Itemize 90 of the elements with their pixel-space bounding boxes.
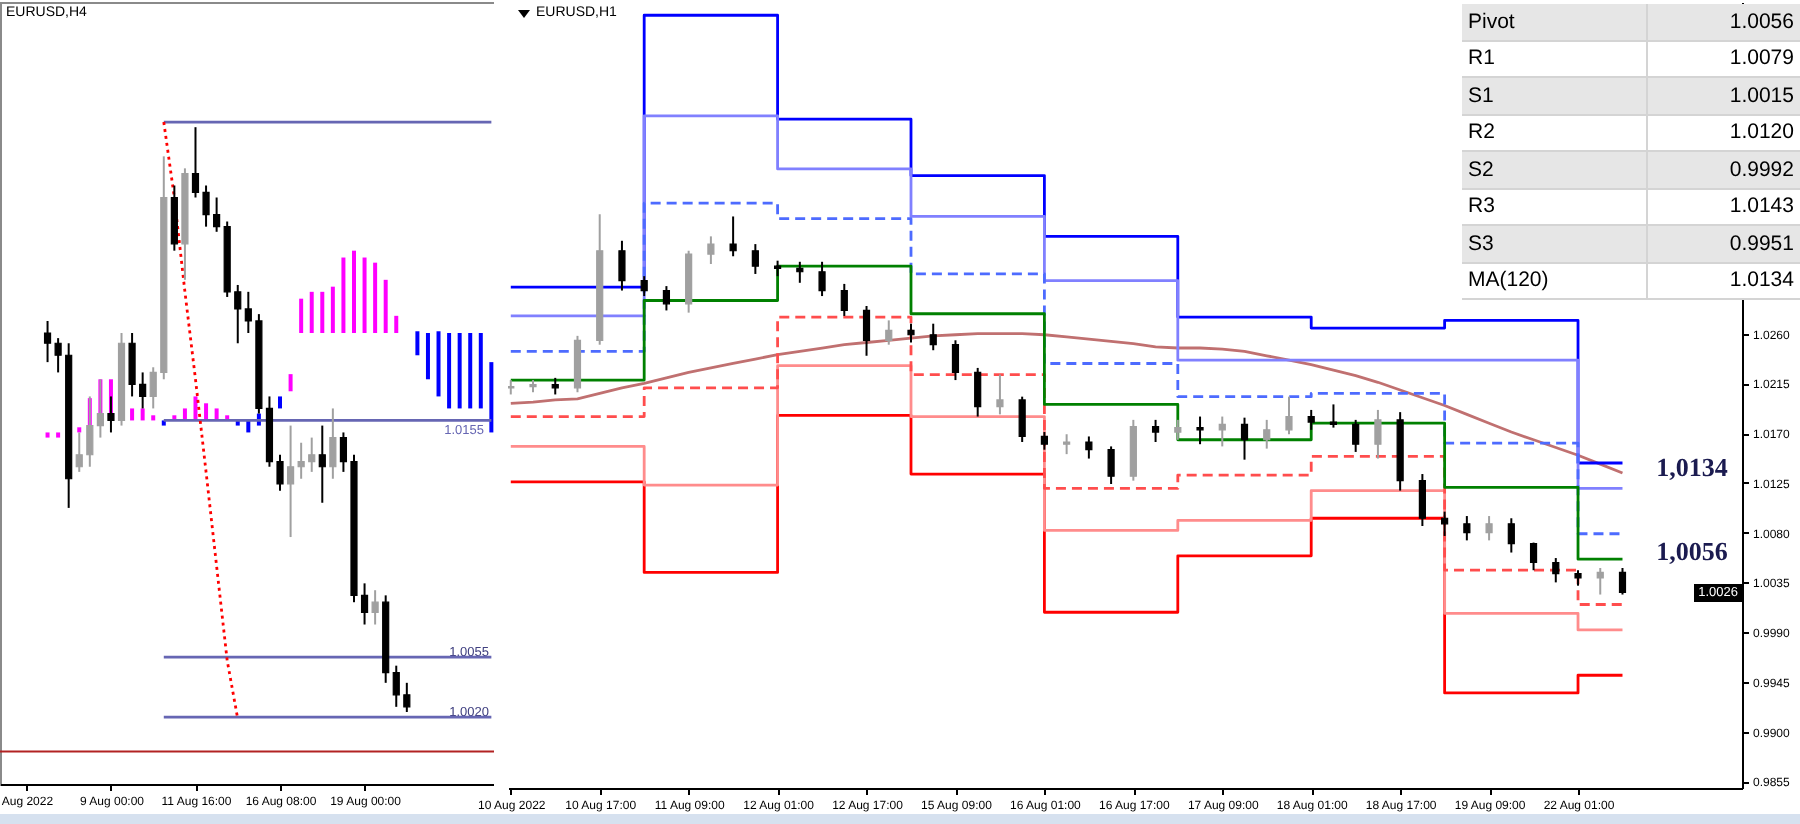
candlestick <box>170 184 178 252</box>
text: 1,0134 <box>1656 452 1728 482</box>
candlestick <box>1596 567 1604 596</box>
category-label: R3 <box>1462 188 1648 225</box>
candlestick <box>1463 515 1471 542</box>
candlestick <box>1285 395 1293 436</box>
candlestick <box>318 424 326 504</box>
bar <box>341 257 346 333</box>
candlestick <box>1418 473 1426 527</box>
candlestick <box>1107 445 1115 485</box>
data-label: 0.9992 <box>1647 151 1800 188</box>
candlestick <box>371 589 379 626</box>
candlestick <box>751 243 759 275</box>
text: 1,0056 <box>1656 536 1728 566</box>
candlestick <box>818 260 826 298</box>
bar <box>77 427 82 433</box>
data-label: 1.0134 <box>1647 262 1800 299</box>
bar <box>193 396 198 421</box>
bar <box>436 331 441 397</box>
category-label: S2 <box>1462 151 1648 188</box>
candlestick <box>929 322 937 352</box>
candlestick <box>862 305 871 357</box>
bar <box>394 315 399 333</box>
candlestick <box>1018 395 1026 443</box>
category-label: R1 <box>1462 40 1648 77</box>
candlestick <box>707 235 715 265</box>
bar <box>309 291 314 333</box>
candlestick <box>1307 408 1315 431</box>
candlestick <box>573 334 582 394</box>
candlestick <box>286 424 295 539</box>
bar <box>457 332 462 409</box>
data-label: 1.0079 <box>1647 40 1800 77</box>
category-label: MA(120) <box>1462 262 1648 299</box>
bar <box>45 432 50 438</box>
candlestick <box>1329 403 1338 429</box>
bar <box>373 262 378 333</box>
category-label: R2 <box>1462 114 1648 151</box>
candlestick <box>996 373 1004 416</box>
bar <box>478 332 483 409</box>
category-label: S1 <box>1462 77 1648 114</box>
bar <box>140 408 145 421</box>
candlestick <box>1485 515 1493 542</box>
candlestick <box>640 275 648 298</box>
bar <box>56 432 61 438</box>
candlestick <box>1151 418 1160 443</box>
bar <box>489 362 494 433</box>
candlestick <box>618 239 626 292</box>
bar <box>320 291 325 333</box>
bar <box>288 374 293 392</box>
data-label: 1.0120 <box>1647 114 1800 151</box>
category-label: S3 <box>1462 225 1648 262</box>
data-label: 0.9951 <box>1647 225 1800 262</box>
bar <box>425 332 430 380</box>
bar <box>351 250 356 333</box>
candlestick <box>1240 416 1249 461</box>
candlestick <box>662 285 671 312</box>
bar <box>330 286 335 333</box>
candlestick <box>329 407 337 480</box>
candlestick <box>1374 408 1382 460</box>
bar <box>278 396 283 409</box>
category-label: Pivot <box>1462 4 1648 40</box>
candlestick <box>907 322 915 344</box>
bar <box>151 415 156 421</box>
candlestick <box>974 366 982 418</box>
candlestick <box>840 282 848 317</box>
candlestick <box>885 319 893 346</box>
candlestick <box>1263 418 1271 450</box>
bar <box>447 332 452 409</box>
candlestick <box>1529 541 1538 572</box>
data-label: 1.0015 <box>1647 77 1800 114</box>
candlestick <box>796 260 804 284</box>
bar <box>415 331 420 356</box>
candlestick <box>1507 517 1515 554</box>
bar <box>299 298 304 333</box>
bar <box>468 332 473 409</box>
bar <box>362 257 367 333</box>
candlestick <box>729 215 737 258</box>
data-label: 1.0056 <box>1647 4 1800 40</box>
candlestick <box>1618 567 1627 596</box>
candlestick <box>1063 433 1071 456</box>
bar <box>383 279 388 333</box>
candlestick <box>1174 418 1182 441</box>
bar <box>130 408 135 421</box>
candlestick <box>1196 415 1204 446</box>
candlestick <box>1085 435 1093 460</box>
candlestick <box>1552 557 1560 584</box>
candlestick <box>1352 418 1360 453</box>
line-series <box>162 120 240 721</box>
candlestick <box>951 339 960 382</box>
data-label: 1.0143 <box>1647 188 1800 225</box>
